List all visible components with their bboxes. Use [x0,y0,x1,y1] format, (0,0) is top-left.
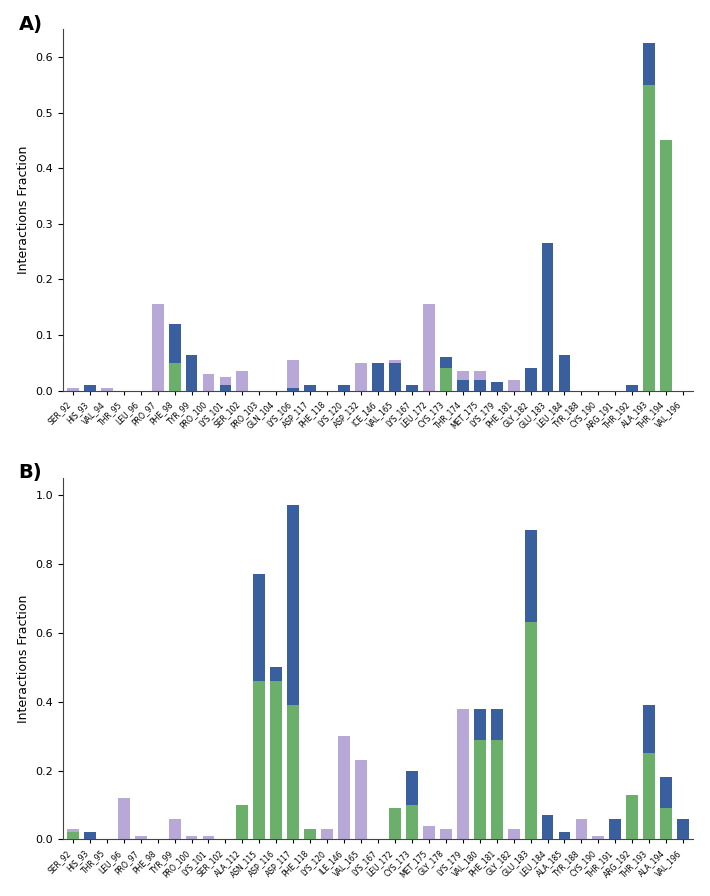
Bar [592,836,604,840]
Y-axis label: Interactions Fraction: Interactions Fraction [16,146,30,274]
Bar [305,385,316,391]
Bar [288,388,299,391]
Bar [118,798,130,840]
Bar [576,819,587,840]
Bar [643,754,655,840]
Bar [609,819,621,840]
Bar [169,819,180,840]
Bar [457,380,469,391]
Bar [389,808,401,840]
Bar [660,299,672,391]
Bar [542,815,554,840]
Bar [491,829,503,840]
Bar [389,360,401,391]
Bar [321,829,333,840]
Bar [271,668,283,681]
Bar [660,823,672,840]
Bar [491,383,503,391]
Bar [643,85,655,391]
Bar [202,836,214,840]
Bar [508,829,520,840]
Bar [491,709,503,739]
Bar [84,832,96,840]
Bar [660,778,672,808]
Bar [643,43,655,85]
Bar [288,836,299,840]
Bar [236,805,248,840]
Bar [338,737,350,840]
Bar [626,385,638,391]
Bar [185,836,197,840]
Bar [219,385,231,391]
Bar [67,832,79,840]
Bar [542,244,554,391]
Bar [559,355,570,391]
Bar [355,363,367,391]
Bar [84,385,96,391]
Bar [440,368,452,391]
Bar [457,371,469,391]
Bar [508,380,520,391]
Bar [372,363,384,391]
Bar [525,368,537,391]
Bar [338,385,350,391]
Bar [305,385,316,391]
Bar [236,371,248,391]
Bar [643,705,655,754]
Bar [474,371,486,391]
Bar [288,705,299,840]
Bar [423,305,435,391]
Bar [491,739,503,840]
Bar [355,760,367,840]
Bar [559,832,570,840]
Bar [305,829,316,840]
Bar [67,829,79,840]
Bar [440,829,452,840]
Bar [271,681,283,840]
Bar [202,374,214,391]
Bar [152,305,163,391]
Bar [389,363,401,391]
Bar [660,141,672,391]
Bar [677,819,689,840]
Bar [288,505,299,705]
Bar [288,360,299,391]
Bar [169,363,180,391]
Bar [169,324,180,363]
Bar [219,377,231,391]
Bar [406,805,418,840]
Bar [185,355,197,391]
Bar [474,380,486,391]
Bar [423,825,435,840]
Bar [660,808,672,840]
Bar [101,388,113,391]
Bar [135,836,146,840]
Bar [253,681,266,840]
Bar [271,836,283,840]
Bar [525,530,537,623]
Bar [474,739,486,840]
Bar [525,623,537,840]
Bar [67,388,79,391]
Bar [643,836,655,840]
Text: A): A) [18,14,43,34]
Bar [457,709,469,840]
Text: B): B) [18,463,42,482]
Bar [474,709,486,739]
Bar [626,795,638,840]
Bar [253,574,266,681]
Bar [440,358,452,368]
Y-axis label: Interactions Fraction: Interactions Fraction [16,594,30,723]
Bar [406,385,418,391]
Bar [406,771,418,805]
